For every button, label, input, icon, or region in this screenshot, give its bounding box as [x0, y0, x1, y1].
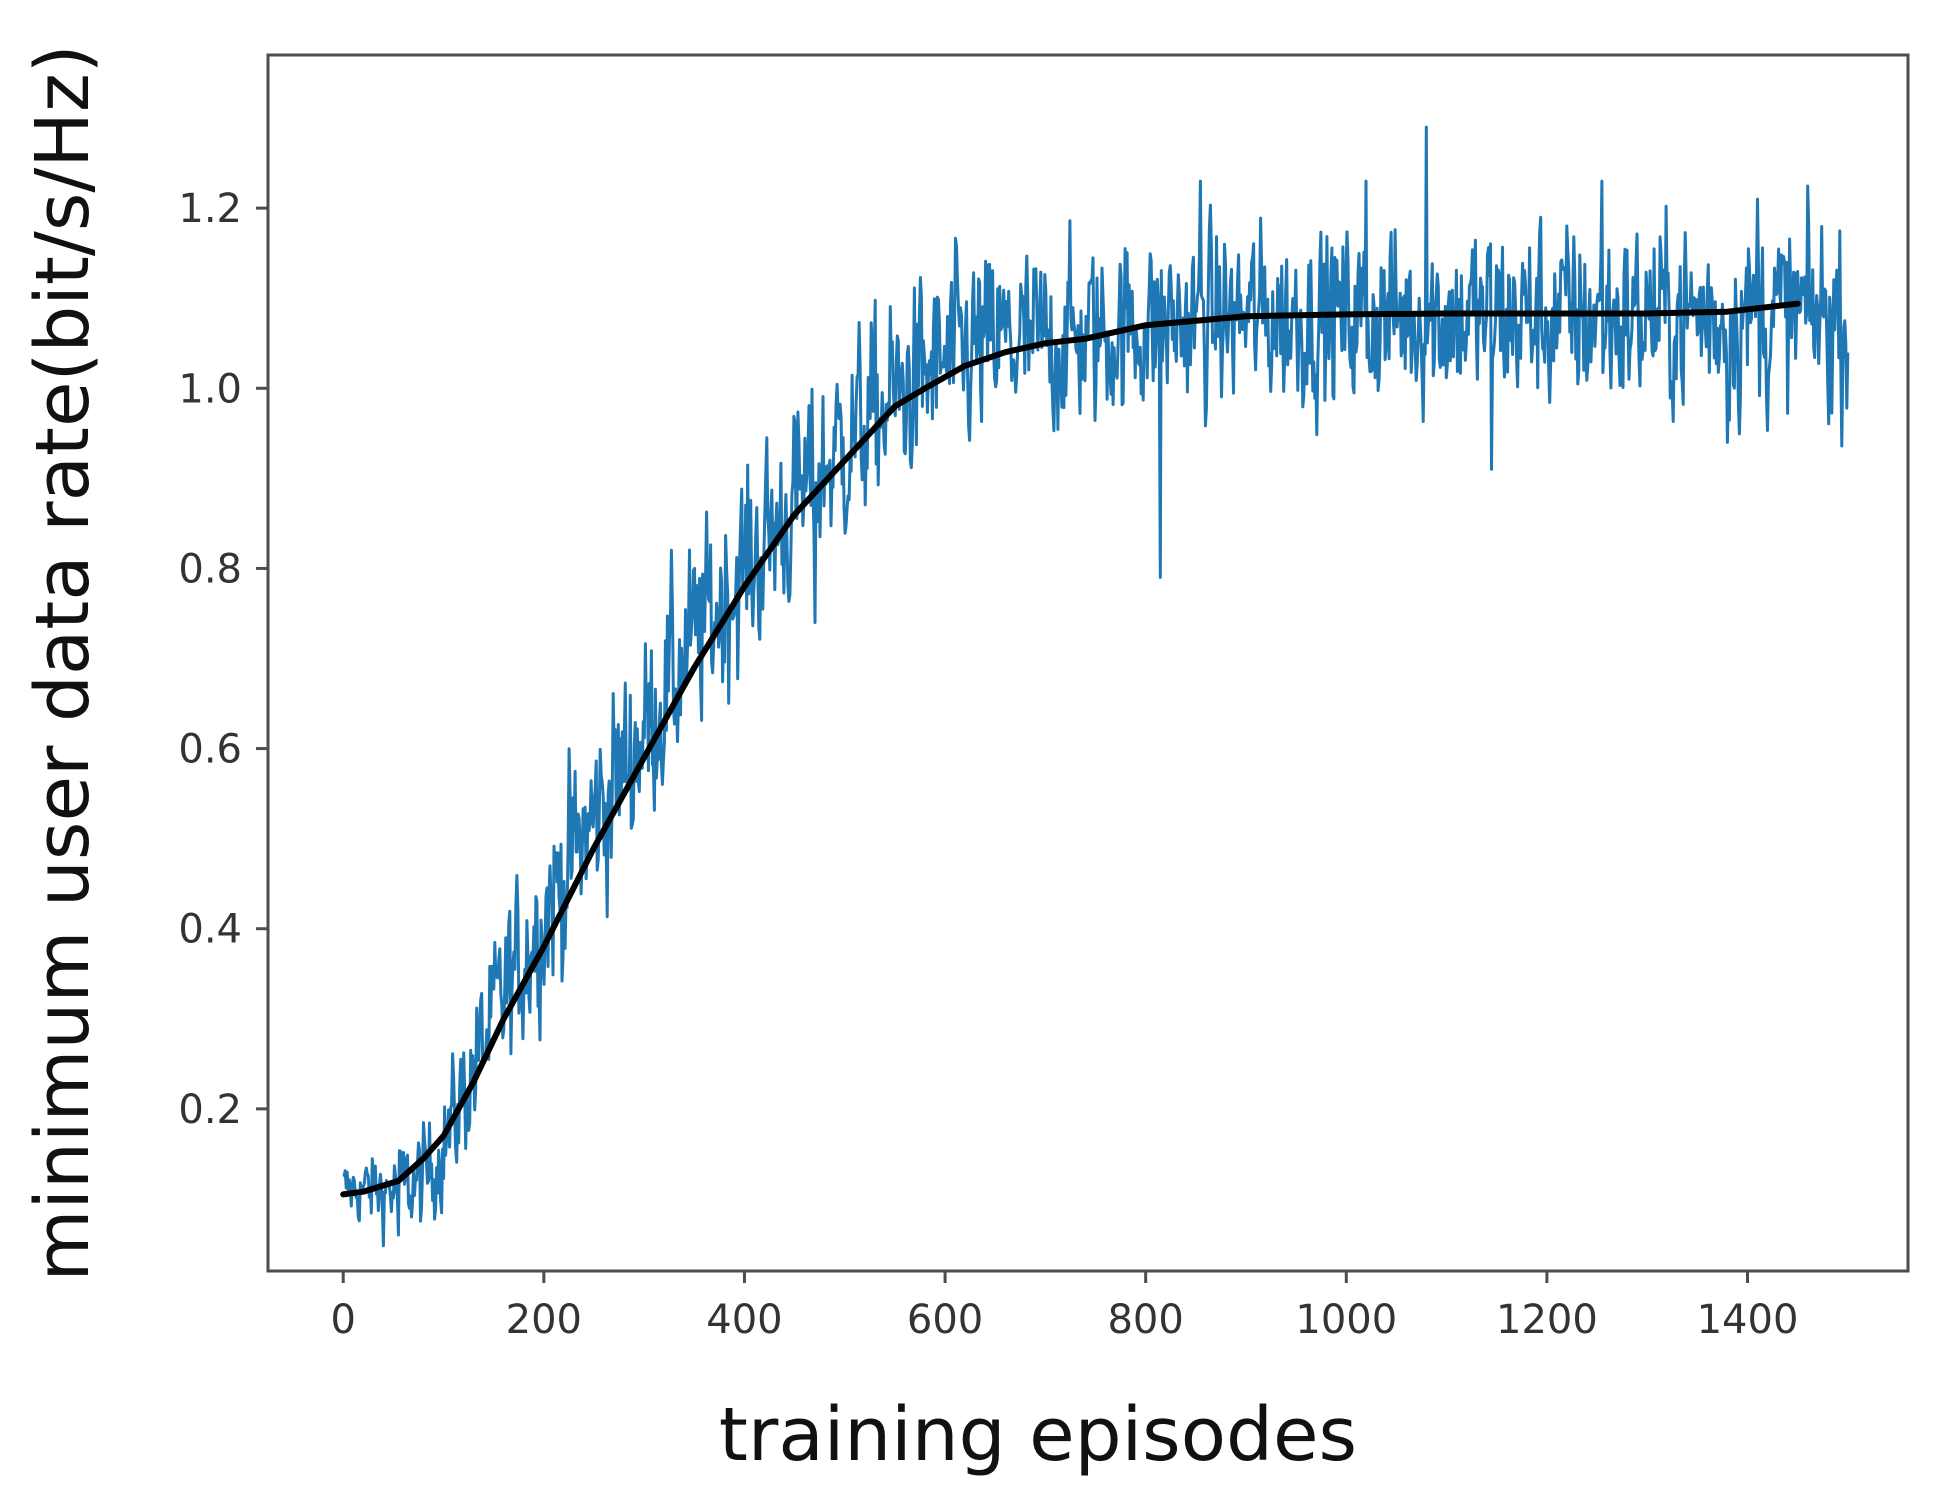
x-tick-label: 800	[1107, 1297, 1183, 1343]
x-tick-label: 400	[706, 1297, 782, 1343]
x-axis-ticks: 0 200 400 600 800 1000 1200 1400	[331, 1271, 1799, 1343]
smoothed-series-line	[340, 300, 1801, 1198]
y-tick-label: 1.0	[178, 366, 242, 412]
y-tick-label: 0.2	[178, 1087, 242, 1133]
y-tick-label: 0.8	[178, 546, 242, 592]
y-tick-label: 0.6	[178, 727, 242, 773]
raw-series-line	[342, 125, 1850, 1248]
y-axis-ticks: 0.2 0.4 0.6 0.8 1.0 1.2	[178, 186, 268, 1133]
x-tick-label: 200	[506, 1297, 582, 1343]
plot-background	[268, 55, 1908, 1271]
y-tick-label: 1.2	[178, 186, 242, 232]
plot-frame	[266, 53, 1910, 1273]
x-tick-label: 600	[907, 1297, 983, 1343]
x-tick-label: 0	[331, 1297, 356, 1343]
x-tick-label: 1200	[1496, 1297, 1598, 1343]
raw-series-group	[342, 125, 1850, 1248]
x-tick-label: 1400	[1697, 1297, 1799, 1343]
x-tick-label: 1000	[1295, 1297, 1397, 1343]
smoothed-series-group	[340, 300, 1801, 1198]
y-axis-title: minimum user data rate(bit/s/Hz)	[20, 44, 106, 1281]
y-tick-label: 0.4	[178, 907, 242, 953]
x-axis-title: training episodes	[719, 1392, 1357, 1478]
